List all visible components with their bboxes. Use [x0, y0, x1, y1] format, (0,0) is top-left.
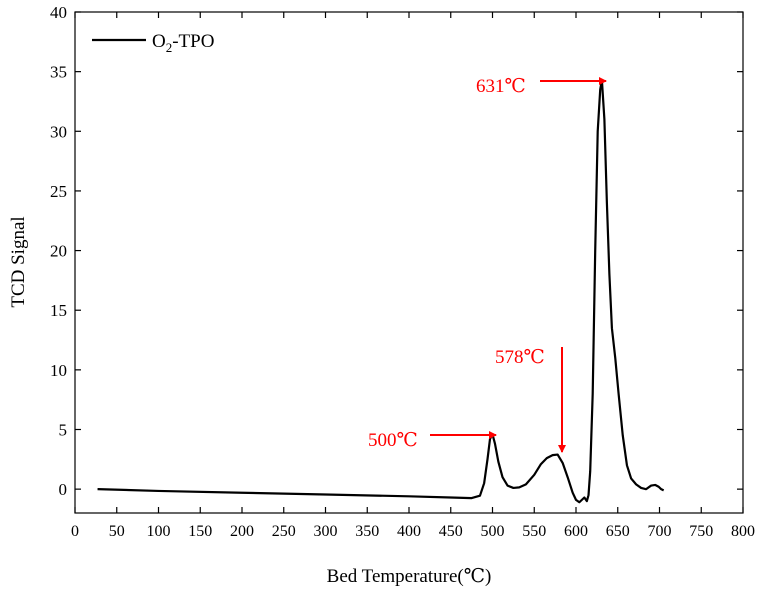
y-tick-label: 5: [59, 421, 68, 440]
x-tick-label: 50: [109, 523, 125, 540]
x-tick-label: 800: [731, 523, 755, 540]
legend-label-main: O: [152, 31, 166, 52]
o2-tpo-series-line: [97, 78, 665, 504]
x-tick-label: 100: [147, 523, 171, 540]
y-tick-label: 15: [50, 301, 67, 320]
legend-label: O2-TPO: [152, 31, 214, 55]
y-axis-label: TCD Signal: [8, 216, 29, 307]
y-tick-label: 20: [50, 242, 67, 261]
legend: O2-TPO: [92, 31, 214, 55]
y-tick-label: 0: [59, 480, 68, 499]
x-tick-label: 650: [606, 523, 630, 540]
x-axis-ticks: 0 50 100 150 200 250 300 350 400 450 500 550 600 650 7…: [71, 12, 755, 540]
x-tick-label: 250: [272, 523, 296, 540]
x-tick-label: 700: [648, 523, 672, 540]
x-tick-label: 0: [71, 523, 79, 540]
plot-frame: [74, 11, 744, 514]
x-tick-label: 550: [522, 523, 546, 540]
annotation-peak-631: 631℃: [476, 76, 607, 97]
legend-label-subscript: 2: [166, 40, 173, 55]
x-tick-label: 600: [564, 523, 588, 540]
y-axis-ticks: 0 5 10 15 20 25 30 35 40: [50, 3, 743, 499]
x-tick-label: 200: [230, 523, 254, 540]
y-tick-label: 10: [50, 361, 67, 380]
x-tick-label: 500: [481, 523, 505, 540]
x-tick-label: 150: [188, 523, 212, 540]
y-tick-label: 25: [50, 182, 67, 201]
x-tick-label: 300: [314, 523, 338, 540]
x-axis-label: Bed Temperature(℃): [327, 566, 492, 587]
x-tick-label: 450: [439, 523, 463, 540]
y-tick-label: 30: [50, 122, 67, 141]
annotation-label-631: 631℃: [476, 76, 526, 97]
annotation-peak-578: 578℃: [495, 347, 566, 453]
annotation-label-578: 578℃: [495, 347, 545, 368]
x-tick-label: 750: [689, 523, 713, 540]
legend-label-rest: -TPO: [172, 31, 214, 52]
annotation-peak-500: 500℃: [368, 430, 497, 451]
x-tick-label: 400: [397, 523, 421, 540]
y-tick-label: 40: [50, 3, 67, 22]
x-tick-label: 350: [355, 523, 379, 540]
annotation-label-500: 500℃: [368, 430, 418, 451]
y-tick-label: 35: [50, 63, 67, 82]
